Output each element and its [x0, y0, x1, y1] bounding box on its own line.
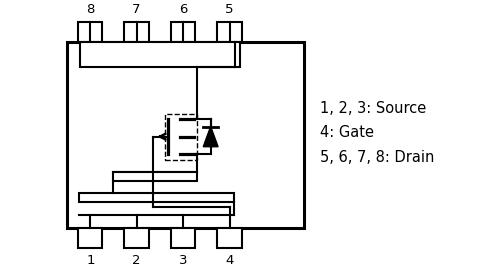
Text: 2: 2	[132, 254, 141, 267]
Text: 6: 6	[179, 3, 187, 16]
Text: 7: 7	[132, 3, 141, 16]
Text: 3: 3	[179, 254, 187, 267]
Text: 1: 1	[86, 254, 94, 267]
Bar	[217, 22, 242, 42]
Text: 5: 5	[225, 3, 234, 16]
Text: 5, 6, 7, 8: Drain: 5, 6, 7, 8: Drain	[319, 150, 434, 165]
Text: 8: 8	[86, 3, 94, 16]
Bar	[217, 228, 242, 248]
Bar	[78, 22, 103, 42]
Bar	[67, 42, 304, 228]
Bar	[171, 228, 195, 248]
Bar	[113, 172, 197, 181]
Text: 1, 2, 3: Source: 1, 2, 3: Source	[319, 101, 426, 116]
Bar	[80, 42, 240, 66]
Bar	[124, 22, 149, 42]
Bar	[171, 22, 195, 42]
Bar	[124, 228, 149, 248]
Bar	[78, 228, 103, 248]
Bar	[165, 114, 197, 160]
Bar	[78, 193, 234, 202]
Text: 4: Gate: 4: Gate	[319, 125, 374, 140]
Polygon shape	[203, 126, 218, 147]
Text: 4: 4	[226, 254, 234, 267]
